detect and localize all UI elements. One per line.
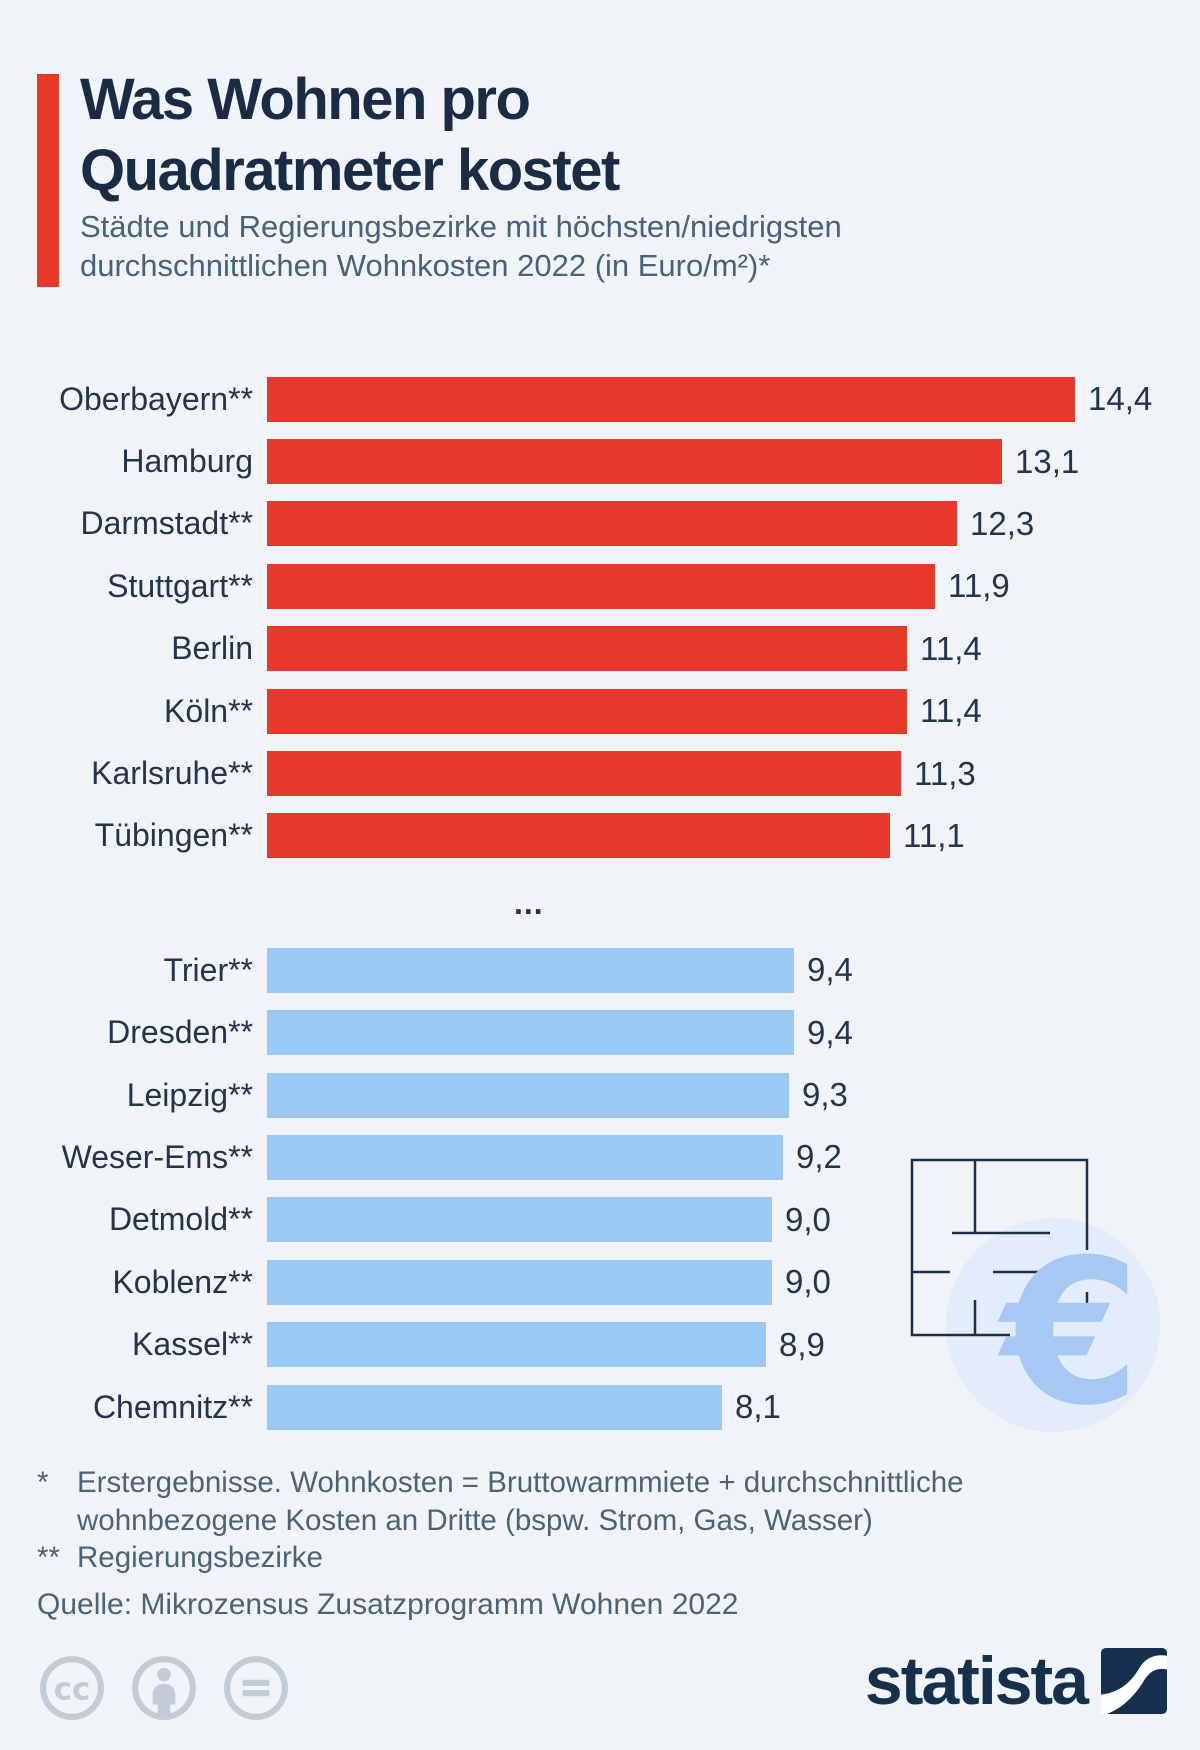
bar-label: Trier** [163,951,253,988]
source-line: Quelle: Mikrozensus Zusatzprogramm Wohne… [37,1588,739,1621]
footnote-row: ** Regierungsbezirke [37,1539,964,1577]
bar [267,1010,794,1056]
floorplan-icon [910,1158,1089,1337]
bar [267,688,907,734]
bar [267,439,1002,485]
bar-row: Detmold** 9,0 [0,1189,1200,1251]
page-title: Was Wohnen pro Quadratmeter kostet [80,64,620,206]
bar [267,626,907,672]
bar [267,751,901,797]
bar-value: 9,0 [785,1200,831,1238]
page-subtitle: Städte und Regierungsbezirke mit höchste… [80,209,842,283]
euro-icon: € [997,1217,1140,1450]
bar-value: 12,3 [970,504,1035,542]
bar-label: Koblenz** [112,1263,253,1300]
bar-row: Chemnitz** 8,1 [0,1376,1200,1438]
bar-chart: Oberbayern** 14,4 Hamburg 13,1 Darmstadt… [0,368,1200,1438]
bar-row: Leipzig** 9,3 [0,1064,1200,1126]
svg-text:cc: cc [54,1671,91,1707]
bar-value: 8,9 [779,1325,825,1363]
bar-label: Dresden** [107,1014,253,1051]
bar [267,501,957,547]
statista-branding: statista [864,1643,1167,1719]
bar-row: Kassel** 8,9 [0,1313,1200,1375]
bar-section-highest: Oberbayern** 14,4 Hamburg 13,1 Darmstadt… [0,368,1200,867]
bar-row: Tübingen** 11,1 [0,805,1200,867]
footnote-row: wohnbezogene Kosten an Dritte (bspw. Str… [37,1502,964,1540]
bar-label: Stuttgart** [107,567,253,604]
bar-value: 9,4 [807,951,853,989]
bar-row: Stuttgart** 11,9 [0,555,1200,617]
footnote-text: Erstergebnisse. Wohnkosten = Bruttowarmm… [77,1466,964,1499]
bar-row: Weser-Ems** 9,2 [0,1126,1200,1188]
bar-value: 11,4 [920,629,982,667]
bar [267,813,890,859]
chart-separator: ... [0,867,1200,939]
bar-row: Karlsruhe** 11,3 [0,742,1200,804]
bar-value: 14,4 [1088,380,1153,418]
floorplan-euro-illustration: € [910,1158,1160,1450]
chart-separator-dots: ... [514,884,544,921]
cc-icon: cc [40,1656,104,1720]
page-title-line2: Quadratmeter kostet [80,138,620,203]
bar-label: Hamburg [121,443,253,480]
bar [267,1384,722,1430]
bar-value: 9,4 [807,1013,853,1051]
bar-section-lowest: Trier** 9,4 Dresden** 9,4 Leipzig** 9,3 … [0,939,1200,1438]
bar-value: 11,4 [920,692,982,730]
footnote-marker: ** [37,1541,60,1574]
page-title-line1: Was Wohnen pro [80,67,531,132]
bar-label: Köln** [164,692,253,729]
bar-value: 13,1 [1015,442,1080,480]
bar [267,1072,789,1118]
bar-label: Darmstadt** [80,505,254,542]
bar-row: Dresden** 9,4 [0,1002,1200,1064]
bar-label: Karlsruhe** [91,755,253,792]
bar-row: Köln** 11,4 [0,680,1200,742]
bar-label: Chemnitz** [92,1388,253,1425]
bar [267,563,935,609]
title-accent-bar [37,74,59,287]
bar [267,947,794,993]
bar-value: 9,3 [802,1076,848,1114]
bar-row: Trier** 9,4 [0,939,1200,1001]
by-person-icon [132,1656,196,1720]
bar-label: Detmold** [108,1201,253,1238]
bar-label: Berlin [171,630,253,667]
bar-label: Tübingen** [94,817,253,854]
bar-row: Koblenz** 9,0 [0,1251,1200,1313]
bar [267,376,1075,422]
bar-value: 9,0 [785,1263,831,1301]
bar-value: 9,2 [796,1138,842,1176]
footnotes: * Erstergebnisse. Wohnkosten = Bruttowar… [37,1464,964,1577]
bar-row: Hamburg 13,1 [0,430,1200,492]
bar [267,1134,783,1180]
bar-label: Kassel** [132,1326,253,1363]
bar [267,1197,772,1243]
bar-label: Oberbayern** [59,380,253,417]
bar-label: Weser-Ems** [61,1138,253,1175]
bar-label: Leipzig** [126,1076,253,1113]
bar-row: Darmstadt** 12,3 [0,493,1200,555]
bar-row: Oberbayern** 14,4 [0,368,1200,430]
bar-value: 11,3 [914,754,976,792]
footnote-row: * Erstergebnisse. Wohnkosten = Bruttowar… [37,1464,964,1502]
footnote-marker: * [37,1466,49,1499]
bar-value: 8,1 [735,1388,781,1426]
statista-logo-icon [1101,1648,1167,1714]
license-icons: cc [37,1653,291,1723]
bar-value: 11,1 [903,816,965,854]
footnote-text: Regierungsbezirke [77,1541,323,1574]
statista-wordmark: statista [864,1643,1089,1719]
footnote-marker [37,1502,77,1540]
footnote-text: wohnbezogene Kosten an Dritte (bspw. Str… [77,1503,873,1537]
nd-equals-icon [224,1656,288,1720]
bar [267,1322,766,1368]
bar-value: 11,9 [948,567,1010,605]
bar [267,1259,772,1305]
bar-row: Berlin 11,4 [0,618,1200,680]
